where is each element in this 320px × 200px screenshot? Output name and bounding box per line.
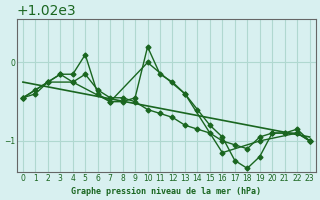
X-axis label: Graphe pression niveau de la mer (hPa): Graphe pression niveau de la mer (hPa) (71, 187, 261, 196)
